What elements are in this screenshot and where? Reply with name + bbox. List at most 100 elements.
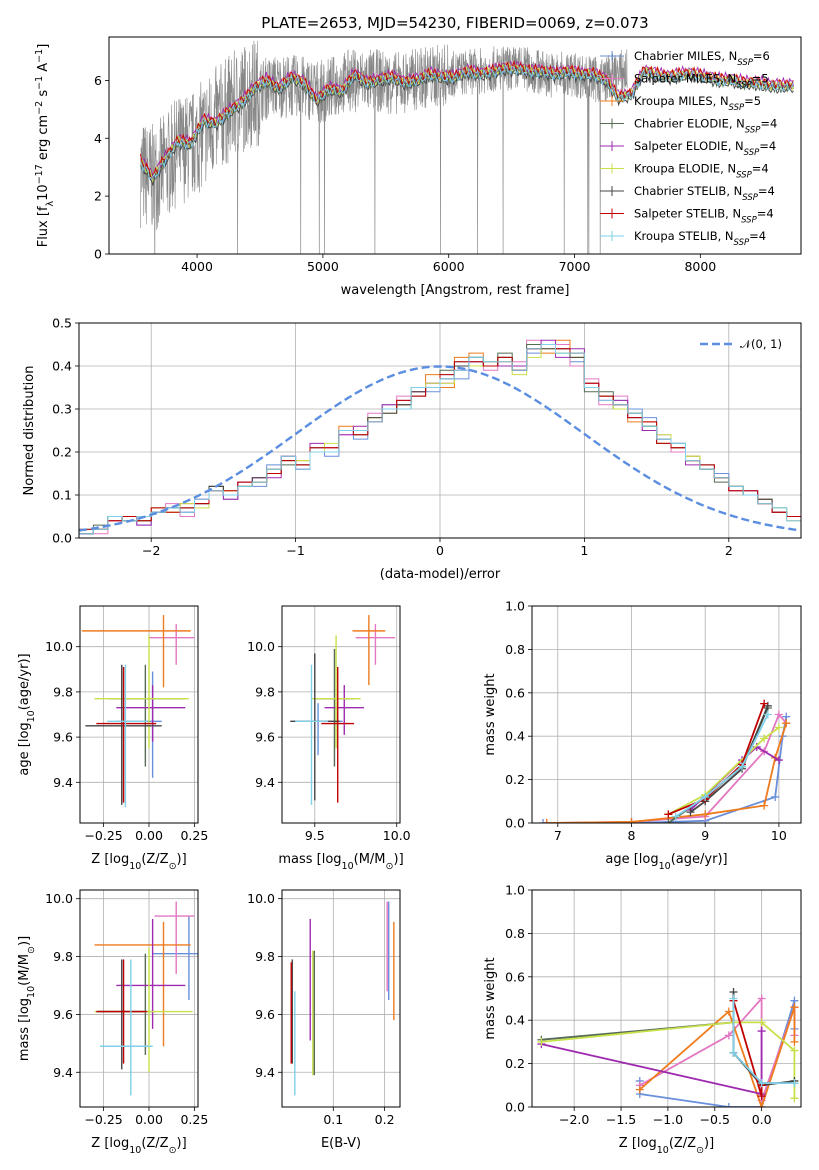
axis-label-part: Z [log <box>91 852 129 867</box>
axis-label-part: 10 <box>659 861 671 872</box>
y-axis-label: Flux [fλ10−17 erg cm−2 s−1 A−1] <box>34 44 56 248</box>
legend-entry: Chabrier MILES, NSSP=6 <box>634 49 770 68</box>
series-line <box>675 714 769 818</box>
legend-subscript: SSP <box>742 193 758 203</box>
series-marker <box>790 1003 799 1012</box>
legend-subscript: SSP <box>736 171 752 181</box>
y-axis-label: mass weight <box>483 957 498 1039</box>
series-line <box>546 712 787 823</box>
legend-entry: 𝒩(0, 1) <box>740 337 782 351</box>
mass-vs-metallicity-panel: −0.25 0.00 0.259.49.69.810.0Z [log10(Z/Z⊙)… <box>17 889 208 1156</box>
series-line <box>667 726 780 816</box>
y-tick-label: 9.8 <box>53 949 73 964</box>
data-point <box>116 918 186 1029</box>
axis-label-part: (M/M <box>354 852 386 867</box>
y-tick-label: 0.4 <box>505 729 525 744</box>
axis-label-part: Z [log <box>619 1136 657 1151</box>
x-tick-label: 9 <box>701 828 709 843</box>
x-tick-label: 9.5 <box>305 828 325 843</box>
y-tick-label: 0.4 <box>52 359 72 374</box>
axis-label-part: 10 <box>342 861 354 872</box>
series-marker <box>757 1018 766 1027</box>
axes: −0.25 0.00 0.259.49.69.810.0Z [log10(Z/Z⊙)… <box>17 889 208 1156</box>
axis-label-part: 10 <box>657 1145 669 1156</box>
legend-tail: =6 <box>753 49 770 63</box>
y-tick-label: 0.2 <box>52 445 72 460</box>
series-marker <box>782 719 791 728</box>
y-tick-label: 9.6 <box>255 730 275 745</box>
plot-area <box>539 699 791 823</box>
x-tick-label: −1.0 <box>653 1112 683 1127</box>
y-tick-label: 1.0 <box>505 883 525 898</box>
residual-histogram-panel: −2 −1 0 1 2 0.0 0.1 0.2 0.3 0.4 0.5 (data-model)/er… <box>22 316 802 582</box>
x-tick-label: 0 <box>436 543 444 558</box>
x-tick-label: 2 <box>725 543 733 558</box>
series-marker <box>701 810 710 819</box>
y-tick-label: 0.0 <box>52 531 72 546</box>
legend-entry: Salpeter MILES, NSSP=5 <box>634 72 769 91</box>
age-vs-metallicity-panel: −0.25 0.00 0.259.49.69.810.0Z [log10(Z/Z⊙)… <box>17 605 208 872</box>
x-tick-label: 4000 <box>181 259 213 274</box>
legend-subscript: SSP <box>737 58 753 68</box>
legend-tail: =4 <box>752 162 769 176</box>
x-tick-label: 0.25 <box>180 1112 208 1127</box>
series-marker <box>686 808 695 817</box>
y-tick-label: 0.0 <box>505 816 525 831</box>
legend-entry: Kroupa MILES, NSSP=5 <box>634 94 761 113</box>
data-point <box>81 615 191 688</box>
series-marker <box>760 699 769 708</box>
y-tick-label: 9.4 <box>255 775 275 790</box>
data-point <box>94 921 191 1047</box>
y-tick-label: 0.8 <box>505 642 525 657</box>
legend-tail: =5 <box>752 72 769 86</box>
legend-tail: =4 <box>760 117 777 131</box>
spectrum-panel: 4000 5000 6000 7000 8000 0 2 4 6 wavelength [Angs… <box>34 14 802 298</box>
mass-vs-ebv-panel: 0.1 0.2 9.4 9.6 9.8 10.0 E(B-V) <box>247 889 401 1151</box>
series-marker <box>537 1037 546 1046</box>
axis-label-part: age [log <box>17 722 32 775</box>
series-marker <box>774 756 783 765</box>
y-tick-label: 0.6 <box>505 969 525 984</box>
axis-label-part: ⊙ <box>696 1145 704 1156</box>
plot-area <box>94 901 198 1096</box>
series-marker <box>729 994 738 1003</box>
legend-name: Salpeter STELIB, N <box>634 207 741 221</box>
legend-entry: Kroupa ELODIE, NSSP=4 <box>634 162 769 181</box>
x-tick-label: −0.5 <box>700 1112 730 1127</box>
residual-histogram <box>79 344 801 538</box>
data-point <box>324 685 364 735</box>
series-line <box>667 703 766 816</box>
axes-frame <box>531 889 802 1108</box>
legend-entry: Salpeter ELODIE, NSSP=4 <box>634 139 776 158</box>
series-line <box>546 722 788 823</box>
legend-subscript: SSP <box>745 126 761 136</box>
axes-frame <box>531 605 802 824</box>
axes-frame <box>79 889 199 1108</box>
legend-subscript: SSP <box>729 103 745 113</box>
series-marker <box>757 994 766 1003</box>
model-spectrum-line <box>140 61 794 184</box>
legend-tail: =4 <box>759 139 776 153</box>
plot-area <box>290 901 395 1096</box>
series-marker <box>671 812 680 821</box>
series-marker <box>757 1079 766 1088</box>
axis-label-part: −2 <box>34 101 45 115</box>
y-tick-label: 0.8 <box>505 926 525 941</box>
series-marker <box>760 801 769 810</box>
axis-label-part: ] <box>36 44 51 49</box>
series-marker <box>627 817 636 823</box>
plot-area <box>140 40 794 254</box>
axes-frame <box>79 605 199 824</box>
x-axis-label: mass [log10(M/M⊙)] <box>278 852 403 872</box>
axis-label-part: (Z/Z <box>669 1136 696 1151</box>
plot-area <box>81 615 195 808</box>
x-tick-label: 10.0 <box>383 828 411 843</box>
series-marker <box>790 1094 799 1103</box>
data-point <box>290 653 340 801</box>
series-marker <box>539 819 548 823</box>
data-point <box>295 664 328 805</box>
data-point <box>293 703 343 756</box>
axis-label-part: ⊙ <box>169 1145 177 1156</box>
y-axis-label: age [log10(age/yr)] <box>17 653 37 775</box>
